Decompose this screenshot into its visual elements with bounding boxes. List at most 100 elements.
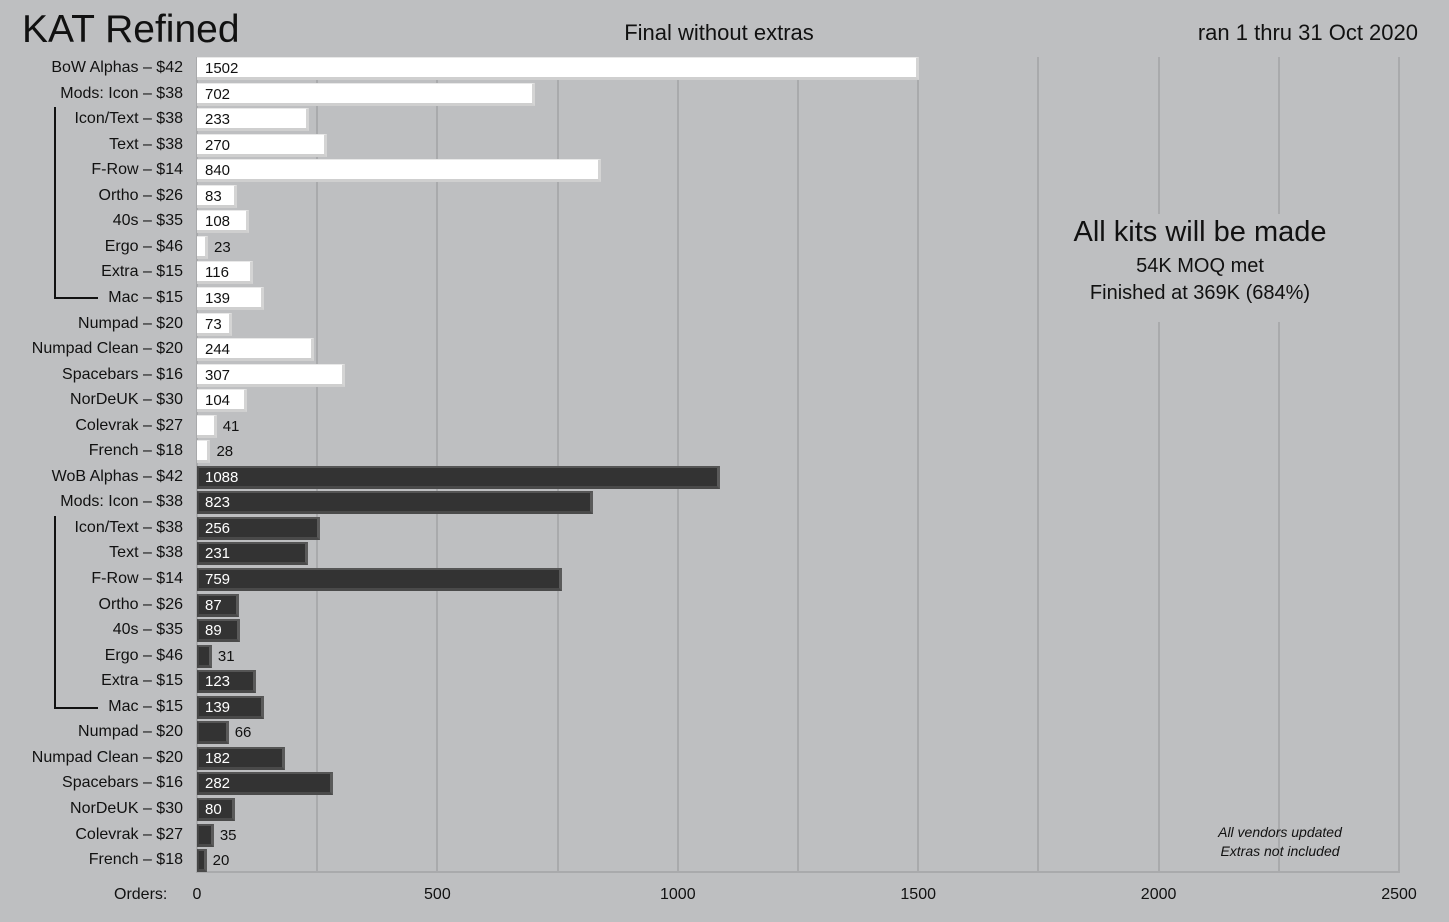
bar bbox=[197, 414, 217, 438]
bar bbox=[197, 746, 285, 770]
y-category-label: 40s – $35 bbox=[112, 621, 183, 639]
value-label: 1088 bbox=[205, 468, 239, 486]
value-label: 1502 bbox=[205, 60, 239, 77]
bar bbox=[197, 568, 562, 591]
bar bbox=[197, 695, 264, 719]
value-label: 270 bbox=[205, 136, 231, 154]
annotation-headline: All kits will be made bbox=[1073, 216, 1327, 248]
bar bbox=[197, 133, 327, 157]
value-label: 840 bbox=[205, 162, 231, 180]
value-label: 89 bbox=[205, 622, 222, 640]
value-label: 123 bbox=[205, 673, 231, 691]
gridline bbox=[1277, 57, 1280, 873]
y-category-label: Mods: Icon – $38 bbox=[60, 84, 183, 102]
y-category-label: Extra – $15 bbox=[101, 672, 183, 690]
y-category-label: Numpad – $20 bbox=[78, 314, 183, 332]
date-range: ran 1 thru 31 Oct 2020 bbox=[1197, 20, 1418, 45]
value-label: 233 bbox=[205, 111, 231, 129]
y-category-label: Text – $38 bbox=[109, 135, 183, 153]
bar bbox=[197, 108, 310, 132]
gridline bbox=[1157, 57, 1160, 873]
value-label: 41 bbox=[222, 417, 240, 435]
y-category-label: NorDeUK – $30 bbox=[70, 799, 183, 817]
gridline bbox=[556, 57, 559, 873]
bar bbox=[197, 440, 211, 464]
y-category-label: F-Row – $14 bbox=[91, 161, 183, 179]
gridline bbox=[676, 57, 679, 873]
y-category-label: Ergo – $46 bbox=[104, 646, 183, 664]
value-label: 80 bbox=[205, 800, 222, 818]
bar bbox=[197, 184, 237, 208]
y-category-label: 40s – $35 bbox=[112, 212, 183, 230]
value-label: 108 bbox=[205, 213, 231, 231]
bar bbox=[197, 772, 333, 796]
value-label: 702 bbox=[205, 85, 231, 103]
y-category-label: Text – $38 bbox=[109, 544, 183, 562]
annotation-moq: 54K MOQ met bbox=[1136, 255, 1264, 277]
footnote-vendors: All vendors updated bbox=[1218, 824, 1342, 840]
y-category-label: NorDeUK – $30 bbox=[70, 391, 183, 409]
group-bracket-white bbox=[54, 107, 56, 299]
bar bbox=[197, 363, 345, 387]
y-category-label: French – $18 bbox=[88, 851, 183, 869]
value-label: 104 bbox=[205, 392, 231, 410]
bar bbox=[197, 721, 229, 745]
y-category-label: Mac – $15 bbox=[108, 697, 183, 715]
bar bbox=[197, 465, 721, 489]
group-bracket-dark bbox=[54, 516, 56, 709]
value-label: 231 bbox=[205, 545, 231, 563]
value-label: 182 bbox=[205, 749, 231, 767]
y-category-label: Spacebars – $16 bbox=[62, 365, 183, 383]
bar bbox=[197, 312, 233, 336]
value-label: 23 bbox=[214, 238, 231, 256]
value-label: 139 bbox=[205, 698, 231, 716]
gridline bbox=[917, 57, 920, 873]
chart-subtitle: Final without extras bbox=[624, 20, 814, 45]
bar bbox=[197, 542, 309, 566]
value-label: 307 bbox=[205, 366, 231, 384]
bar bbox=[197, 644, 212, 668]
value-label: 28 bbox=[216, 443, 234, 461]
value-label: 31 bbox=[217, 647, 235, 665]
bar bbox=[197, 338, 315, 362]
gridline bbox=[797, 57, 799, 873]
value-label: 139 bbox=[205, 289, 231, 307]
y-category-label: Spacebars – $16 bbox=[62, 774, 183, 792]
x-tick-label: 0 bbox=[192, 886, 202, 903]
y-category-label: WoB Alphas – $42 bbox=[51, 467, 183, 485]
x-axis-label: Orders: bbox=[114, 886, 168, 903]
group-bracket-white-end bbox=[54, 297, 98, 299]
footnote: All vendors updated Extras not included bbox=[1180, 823, 1380, 861]
bar bbox=[197, 491, 593, 515]
x-tick-label: 1500 bbox=[900, 886, 936, 903]
plot-area bbox=[196, 57, 1400, 873]
y-category-label: Ortho – $26 bbox=[98, 186, 184, 204]
bar bbox=[197, 823, 214, 847]
annotation-finished: Finished at 369K (684%) bbox=[1089, 282, 1311, 304]
value-label: 87 bbox=[205, 596, 222, 614]
x-tick-label: 500 bbox=[424, 886, 451, 903]
bar bbox=[197, 516, 321, 540]
bar bbox=[197, 849, 207, 873]
y-category-label: Icon/Text – $38 bbox=[74, 110, 183, 128]
bar bbox=[197, 286, 264, 310]
y-category-label: Numpad Clean – $20 bbox=[31, 748, 183, 766]
value-label: 35 bbox=[219, 826, 237, 844]
x-tick-label: 2000 bbox=[1140, 886, 1177, 903]
y-category-label: F-Row – $14 bbox=[91, 570, 183, 587]
y-category-label: Mac – $15 bbox=[108, 288, 183, 306]
y-category-label: Mods: Icon – $38 bbox=[60, 493, 183, 511]
value-label: 823 bbox=[205, 494, 231, 512]
gridline bbox=[316, 57, 319, 873]
bar bbox=[197, 593, 239, 617]
x-tick-label: 2500 bbox=[1381, 886, 1417, 903]
chart-title: KAT Refined bbox=[22, 8, 240, 51]
value-label: 244 bbox=[205, 341, 231, 359]
y-category-label: Numpad – $20 bbox=[78, 723, 183, 741]
y-category-label: Icon/Text – $38 bbox=[74, 518, 183, 536]
y-category-label: Colevrak – $27 bbox=[75, 416, 183, 434]
y-category-label: Colevrak – $27 bbox=[75, 825, 183, 843]
y-category-label: Ortho – $26 bbox=[98, 595, 184, 613]
group-bracket-dark-end bbox=[54, 707, 98, 709]
gridline bbox=[1037, 57, 1040, 873]
